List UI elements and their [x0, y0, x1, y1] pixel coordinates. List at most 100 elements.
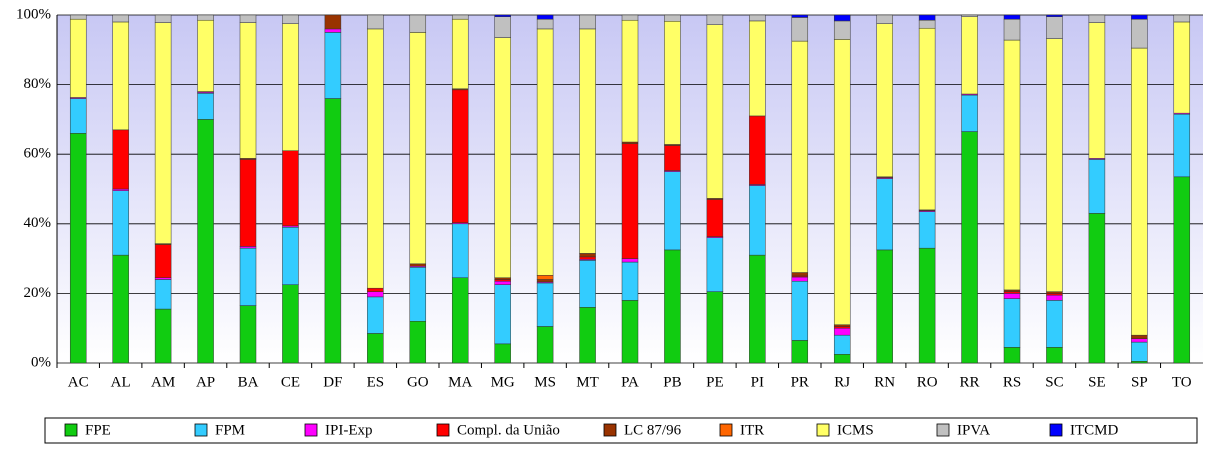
bar-segment — [664, 145, 681, 171]
legend-box — [44, 417, 1198, 444]
bar-segment — [749, 20, 766, 117]
bar-segment — [961, 131, 978, 364]
bar-segment — [876, 249, 893, 364]
legend-label: IPI-Exp — [325, 422, 373, 438]
bar-segment — [494, 279, 511, 282]
bar-segment — [451, 277, 469, 364]
y-tick-label: 20% — [24, 285, 52, 301]
x-tick-label: MS — [534, 374, 556, 390]
x-tick-label: PB — [663, 374, 681, 390]
bar-segment — [239, 159, 257, 247]
bar-segment — [197, 119, 214, 364]
bar-segment — [154, 22, 172, 244]
bar-segment — [579, 253, 596, 258]
bar-segment — [112, 21, 129, 131]
bar-segment — [791, 280, 809, 341]
bar-segment — [409, 320, 427, 364]
y-tick-label: 40% — [24, 215, 52, 231]
bar-segment — [876, 14, 893, 24]
bar-segment — [1088, 14, 1106, 23]
x-tick-label: RS — [1003, 374, 1021, 390]
bar-segment — [112, 190, 129, 256]
bar-segment — [1173, 21, 1191, 114]
bar-segment — [239, 246, 257, 249]
bar-segment — [409, 263, 427, 267]
bar-segment — [706, 237, 724, 292]
bar-segment — [282, 227, 299, 285]
bar-segment — [239, 247, 257, 306]
bar-segment — [621, 14, 639, 21]
bar-segment — [1173, 14, 1191, 23]
x-tick-label: AC — [68, 374, 89, 390]
bar-segment — [621, 258, 639, 263]
bar-segment — [536, 282, 554, 327]
x-tick-label: GO — [407, 374, 429, 390]
bar-segment — [664, 171, 681, 251]
bar-segment — [197, 19, 214, 92]
bar-segment — [706, 24, 724, 199]
bar-segment — [494, 343, 511, 364]
legend-swatch — [64, 423, 78, 437]
bar-segment — [833, 20, 851, 40]
bar-segment — [1003, 293, 1021, 299]
bar-segment — [451, 89, 469, 224]
bar-segment — [621, 141, 639, 145]
bar-segment — [239, 22, 257, 159]
bar-segment — [536, 326, 554, 364]
bar-segment — [536, 28, 554, 276]
bar-segment — [1131, 18, 1148, 49]
x-tick-label: AL — [111, 374, 131, 390]
bar-segment — [791, 17, 809, 42]
bar-segment — [282, 150, 299, 227]
bar-segment — [1046, 347, 1063, 364]
y-tick-label: 60% — [24, 146, 52, 162]
bar-segment — [282, 23, 299, 151]
x-tick-label: RR — [960, 374, 980, 390]
bar-segment — [1046, 16, 1063, 39]
bar-segment — [1003, 291, 1021, 294]
bar-segment — [791, 276, 809, 282]
bar-segment — [579, 14, 596, 30]
legend-swatch — [719, 423, 733, 437]
x-tick-label: MT — [576, 374, 599, 390]
bar-segment — [1046, 291, 1063, 294]
bar-segment — [1131, 338, 1148, 343]
bar-segment — [536, 14, 554, 20]
bar-segment — [1003, 39, 1021, 291]
bar-segment — [749, 115, 766, 185]
bar-segment — [367, 333, 384, 364]
bar-segment — [706, 14, 724, 25]
bar-segment — [961, 14, 978, 17]
legend-swatch — [1049, 423, 1063, 437]
legend-swatch — [194, 423, 208, 437]
bar-segment — [961, 94, 978, 132]
bar-segment — [833, 324, 851, 327]
x-tick-label: TO — [1172, 374, 1192, 390]
legend-label: ITCMD — [1070, 422, 1119, 438]
x-tick-label: AP — [196, 374, 215, 390]
legend-label: FPE — [85, 422, 111, 438]
bar-segment — [918, 211, 936, 249]
bar-segment — [1046, 300, 1063, 348]
bar-segment — [833, 14, 851, 22]
bar-segment — [579, 256, 596, 260]
bar-segment — [579, 28, 596, 254]
x-tick-label: MA — [448, 374, 472, 390]
bar-segment — [112, 254, 129, 364]
bar-segment — [1003, 298, 1021, 348]
bar-segment — [1003, 347, 1021, 364]
bar-segment — [706, 291, 724, 364]
bar-segment — [1131, 14, 1148, 20]
bar-segment — [367, 296, 384, 334]
bar-segment — [1088, 22, 1106, 159]
bar-segment — [1131, 361, 1148, 364]
bar-segment — [918, 27, 936, 211]
x-tick-label: BA — [238, 374, 259, 390]
bar-segment — [1088, 159, 1106, 214]
x-tick-label: PR — [791, 374, 809, 390]
legend-label: IPVA — [957, 422, 990, 438]
x-tick-label: DF — [323, 374, 342, 390]
y-tick-label: 100% — [16, 6, 51, 22]
bar-segment — [239, 14, 257, 23]
x-tick-label: SP — [1131, 374, 1148, 390]
